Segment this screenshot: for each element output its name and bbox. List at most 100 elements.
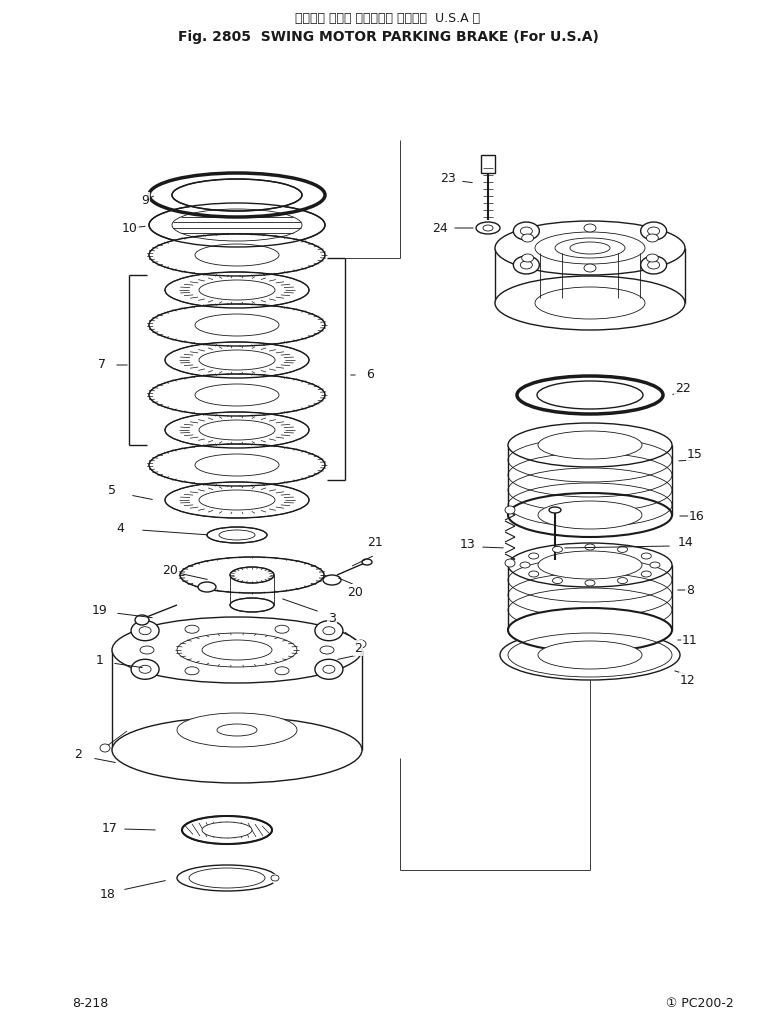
Ellipse shape: [549, 507, 561, 514]
Ellipse shape: [553, 577, 563, 583]
Text: 9: 9: [141, 193, 149, 206]
Ellipse shape: [535, 287, 645, 319]
Ellipse shape: [165, 412, 309, 448]
Ellipse shape: [177, 633, 297, 667]
Text: Fig. 2805  SWING MOTOR PARKING BRAKE (For U.S.A): Fig. 2805 SWING MOTOR PARKING BRAKE (For…: [178, 30, 598, 44]
Ellipse shape: [538, 641, 642, 669]
Text: 2: 2: [354, 642, 362, 654]
Text: 1: 1: [96, 653, 104, 667]
Ellipse shape: [202, 640, 272, 660]
Ellipse shape: [356, 640, 366, 648]
Ellipse shape: [315, 620, 343, 641]
Text: 5: 5: [108, 484, 116, 496]
Ellipse shape: [641, 256, 667, 274]
Ellipse shape: [139, 665, 151, 674]
Ellipse shape: [323, 626, 335, 635]
Ellipse shape: [570, 242, 610, 254]
Text: 2: 2: [74, 749, 82, 761]
Text: 18: 18: [100, 888, 116, 902]
Text: 20: 20: [162, 564, 178, 576]
Ellipse shape: [521, 254, 534, 262]
Ellipse shape: [495, 221, 685, 275]
Text: 7: 7: [98, 358, 106, 372]
Ellipse shape: [521, 227, 532, 235]
Ellipse shape: [585, 580, 595, 586]
Ellipse shape: [149, 234, 325, 276]
Text: 23: 23: [440, 172, 456, 185]
Ellipse shape: [508, 608, 672, 652]
Ellipse shape: [618, 577, 628, 583]
Ellipse shape: [538, 551, 642, 579]
Ellipse shape: [131, 659, 159, 679]
Ellipse shape: [521, 261, 532, 269]
Ellipse shape: [149, 374, 325, 416]
Ellipse shape: [320, 646, 334, 654]
Ellipse shape: [275, 667, 289, 675]
Text: 19: 19: [92, 604, 108, 616]
Ellipse shape: [185, 625, 199, 634]
Ellipse shape: [537, 381, 643, 409]
Ellipse shape: [514, 222, 539, 240]
Text: 20: 20: [347, 585, 363, 599]
Ellipse shape: [505, 559, 515, 567]
Ellipse shape: [149, 304, 325, 346]
Text: 21: 21: [367, 536, 383, 549]
Ellipse shape: [585, 544, 595, 550]
Ellipse shape: [182, 816, 272, 844]
Ellipse shape: [323, 665, 335, 674]
Text: 22: 22: [675, 381, 691, 394]
Text: 15: 15: [687, 449, 703, 461]
Ellipse shape: [646, 234, 658, 242]
Ellipse shape: [584, 264, 596, 272]
Bar: [481, 155, 495, 173]
Ellipse shape: [553, 546, 563, 553]
Ellipse shape: [641, 571, 651, 577]
Ellipse shape: [135, 615, 149, 625]
Ellipse shape: [618, 546, 628, 553]
Ellipse shape: [476, 222, 500, 234]
Ellipse shape: [495, 276, 685, 330]
Ellipse shape: [323, 575, 341, 585]
Ellipse shape: [535, 232, 645, 264]
Bar: [273, 874, 285, 882]
Ellipse shape: [140, 646, 154, 654]
Ellipse shape: [362, 559, 372, 565]
Ellipse shape: [112, 717, 362, 783]
Ellipse shape: [520, 562, 530, 568]
Ellipse shape: [646, 254, 658, 262]
Ellipse shape: [165, 482, 309, 518]
Ellipse shape: [172, 179, 302, 211]
Text: 17: 17: [102, 822, 118, 835]
Ellipse shape: [514, 256, 539, 274]
Ellipse shape: [180, 557, 324, 593]
Ellipse shape: [500, 630, 680, 680]
Ellipse shape: [555, 238, 625, 258]
Ellipse shape: [315, 659, 343, 679]
Ellipse shape: [177, 713, 297, 747]
Text: ① PC200-2: ① PC200-2: [666, 997, 734, 1010]
Ellipse shape: [648, 261, 660, 269]
Text: 8-218: 8-218: [72, 997, 108, 1010]
Ellipse shape: [185, 667, 199, 675]
Ellipse shape: [230, 567, 274, 583]
Ellipse shape: [584, 224, 596, 232]
Ellipse shape: [165, 342, 309, 378]
Ellipse shape: [538, 431, 642, 459]
Text: スイング モータ パーキング ブレーキ  U.S.A 向: スイング モータ パーキング ブレーキ U.S.A 向: [296, 12, 480, 25]
Ellipse shape: [641, 553, 651, 559]
Text: 4: 4: [116, 522, 124, 534]
Ellipse shape: [112, 617, 362, 683]
Ellipse shape: [271, 875, 279, 881]
Ellipse shape: [230, 598, 274, 612]
Ellipse shape: [149, 444, 325, 486]
Text: 11: 11: [682, 634, 698, 647]
Ellipse shape: [275, 625, 289, 634]
Text: 3: 3: [328, 611, 336, 624]
Ellipse shape: [641, 222, 667, 240]
Ellipse shape: [508, 423, 672, 467]
Text: 13: 13: [460, 538, 476, 551]
Text: 6: 6: [366, 369, 374, 381]
Ellipse shape: [505, 506, 515, 514]
Ellipse shape: [483, 225, 493, 231]
Ellipse shape: [207, 527, 267, 543]
